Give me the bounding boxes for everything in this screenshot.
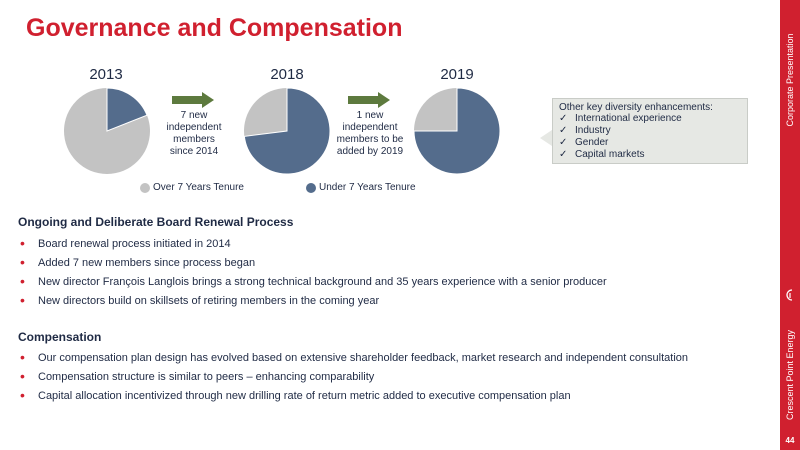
bullet-icon: • bbox=[20, 273, 25, 289]
arrow-caption: 7 new independent members since 2014 bbox=[166, 110, 222, 157]
diversity-callout: Other key diversity enhancements: ✓ Inter… bbox=[552, 98, 748, 164]
checkmark-icon: ✓ bbox=[559, 137, 568, 148]
sidebar-top-label: Corporate Presentation bbox=[785, 33, 795, 127]
callout-item: ✓ Capital markets bbox=[559, 149, 645, 160]
legend-item-under: Under 7 Years Tenure bbox=[306, 182, 416, 193]
slide-title: Governance and Compensation bbox=[26, 14, 403, 42]
bullet-icon: • bbox=[20, 292, 25, 308]
pie-slice-under-tenure bbox=[413, 87, 501, 175]
tenure-pie-2018 bbox=[243, 87, 331, 175]
list-item: • Compensation structure is similar to pe… bbox=[20, 368, 375, 384]
pie-slice-under-tenure bbox=[243, 87, 331, 175]
list-item: • New directors build on skillsets of ret… bbox=[20, 292, 380, 308]
checkmark-icon: ✓ bbox=[559, 149, 568, 160]
bullet-icon: • bbox=[20, 368, 25, 384]
compensation-list: • Our compensation plan design has evolve… bbox=[18, 349, 758, 406]
bullet-icon: • bbox=[20, 387, 25, 403]
pie-year-label: 2019 bbox=[440, 66, 474, 83]
arrow-caption: 1 new independent members to be added by 20… bbox=[336, 110, 404, 157]
callout-item: ✓ Gender bbox=[559, 137, 609, 148]
bullet-icon: • bbox=[20, 254, 25, 270]
right-arrow-icon bbox=[348, 92, 390, 108]
section-heading-board-renewal: Ongoing and Deliberate Board Renewal Pro… bbox=[18, 215, 294, 229]
checkmark-icon: ✓ bbox=[559, 125, 568, 136]
sidebar bbox=[780, 0, 800, 450]
tenure-pie-2013 bbox=[64, 87, 150, 174]
tenure-pie-2019 bbox=[413, 87, 501, 175]
callout-item: ✓ International experience bbox=[559, 113, 682, 124]
pie-year-label: 2018 bbox=[270, 66, 304, 83]
bullet-icon: • bbox=[20, 349, 25, 365]
list-item: • New director François Langlois brings a… bbox=[20, 273, 607, 289]
list-item: • Capital allocation incentivized through… bbox=[20, 387, 571, 403]
legend-swatch-over bbox=[140, 182, 150, 193]
list-item: • Added 7 new members since process began bbox=[20, 254, 256, 270]
pie-year-label: 2013 bbox=[89, 66, 123, 83]
right-arrow-icon bbox=[172, 92, 214, 108]
pie-slice-under-tenure bbox=[106, 87, 148, 132]
legend-swatch-under bbox=[306, 182, 316, 193]
bullet-icon: • bbox=[20, 235, 25, 251]
checkmark-icon: ✓ bbox=[559, 113, 568, 124]
legend-item-over: Over 7 Years Tenure bbox=[140, 182, 244, 193]
callout-pointer bbox=[540, 130, 552, 146]
page-number: 44 bbox=[785, 436, 795, 445]
board-renewal-list: • Board renewal process initiated in 2014… bbox=[18, 235, 758, 311]
legend-label-under: Under 7 Years Tenure bbox=[319, 182, 416, 193]
list-item: • Board renewal process initiated in 2014 bbox=[20, 235, 231, 251]
callout-item: ✓ Industry bbox=[559, 125, 611, 136]
sidebar-bottom-label: Crescent Point Energy bbox=[785, 329, 795, 421]
legend-label-over: Over 7 Years Tenure bbox=[153, 182, 244, 193]
company-logo-icon bbox=[786, 289, 793, 301]
section-heading-compensation: Compensation bbox=[18, 330, 102, 344]
callout-heading: Other key diversity enhancements: bbox=[559, 102, 713, 113]
list-item: • Our compensation plan design has evolve… bbox=[20, 349, 689, 365]
